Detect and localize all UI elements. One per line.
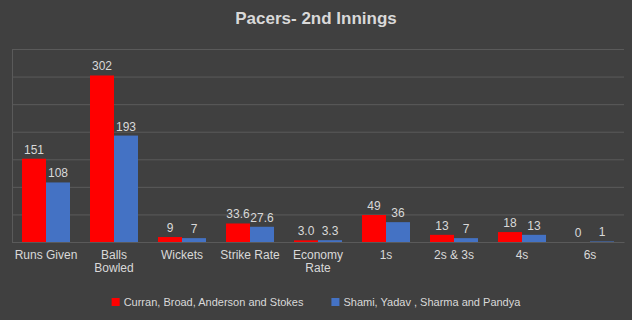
legend-swatch — [331, 298, 339, 306]
data-label: 7 — [463, 222, 470, 236]
y-tick — [12, 242, 624, 243]
x-tick: Runs Given — [15, 242, 78, 262]
data-label: 13 — [435, 219, 449, 233]
x-tick: 4s — [516, 242, 529, 262]
x-tick: Strike Rate — [220, 242, 280, 262]
data-label: 36 — [391, 206, 405, 220]
chart: Pacers- 2nd Innings 151 302 9 33.6 3.0 49 13 18 0… — [0, 0, 632, 320]
data-labels: 151 302 9 33.6 3.0 49 13 18 0 108 193 7 27.6 3.3 36 7 13… — [24, 59, 606, 240]
data-label: 3.3 — [322, 224, 339, 238]
bar — [250, 227, 274, 242]
legend-swatch — [112, 298, 120, 306]
x-tick: Wickets — [161, 242, 203, 262]
bar — [158, 237, 182, 242]
bar — [114, 136, 138, 242]
legend-label: Shami, Yadav , Sharma and Pandya — [343, 296, 521, 308]
x-axis-line — [13, 242, 625, 243]
x-tick: 1s — [380, 242, 393, 262]
data-label: 0 — [575, 226, 582, 240]
data-label: 13 — [527, 219, 541, 233]
x-tick-label: EconomyRate — [293, 248, 343, 276]
data-label: 7 — [191, 222, 198, 236]
x-tick-label: 1s — [380, 248, 393, 262]
bar — [182, 238, 206, 242]
x-tick: 6s — [584, 242, 597, 262]
data-label: 49 — [367, 199, 381, 213]
x-tick-label: BallsBowled — [94, 248, 133, 276]
bar — [498, 232, 522, 242]
bar — [590, 241, 614, 242]
data-label: 108 — [48, 166, 68, 180]
background — [0, 0, 632, 320]
bar — [386, 222, 410, 242]
x-tick-label: Strike Rate — [220, 248, 280, 262]
x-axis: Runs Given BallsBowled Wickets Strike Rate E… — [13, 242, 625, 275]
x-tick: EconomyRate — [293, 242, 343, 275]
bar — [362, 215, 386, 242]
data-label: 1 — [599, 225, 606, 239]
data-label: 33.6 — [226, 207, 250, 221]
y-tick — [12, 49, 624, 50]
plot: 151 302 9 33.6 3.0 49 13 18 0 108 193 7 27.6 3.3 36 7 13… — [12, 50, 625, 276]
x-tick-label: 2s & 3s — [434, 248, 474, 262]
bar — [46, 182, 70, 242]
legend-item: Curran, Broad, Anderson and Stokes — [112, 296, 304, 308]
data-label: 9 — [167, 221, 174, 235]
grid-line — [12, 242, 624, 243]
bar — [22, 159, 46, 242]
bar — [430, 235, 454, 242]
data-label: 151 — [24, 143, 44, 157]
title: Pacers- 2nd Innings — [235, 9, 397, 28]
legend: Curran, Broad, Anderson and Stokes Shami,… — [112, 296, 522, 308]
bar — [226, 223, 250, 242]
x-tick: BallsBowled — [94, 242, 133, 275]
data-label: 27.6 — [250, 211, 274, 225]
x-tick-label: 4s — [516, 248, 529, 262]
legend-item: Shami, Yadav , Sharma and Pandya — [331, 296, 521, 308]
data-label: 193 — [116, 120, 136, 134]
y-axis — [12, 50, 624, 243]
y-axis-line — [13, 50, 625, 243]
x-tick: 2s & 3s — [434, 242, 474, 262]
bar — [294, 240, 318, 242]
bar — [522, 235, 546, 242]
grid-line — [12, 49, 624, 50]
x-tick-label: 6s — [584, 248, 597, 262]
legend-label: Curran, Broad, Anderson and Stokes — [124, 296, 304, 308]
bar — [454, 238, 478, 242]
data-label: 18 — [503, 216, 517, 230]
bars — [22, 75, 614, 242]
x-tick-label: Runs Given — [15, 248, 78, 262]
bar — [90, 75, 114, 242]
data-label: 302 — [92, 59, 112, 73]
x-tick-label: Wickets — [161, 248, 203, 262]
bar — [318, 240, 342, 242]
data-label: 3.0 — [298, 224, 315, 238]
bar — [566, 242, 590, 243]
